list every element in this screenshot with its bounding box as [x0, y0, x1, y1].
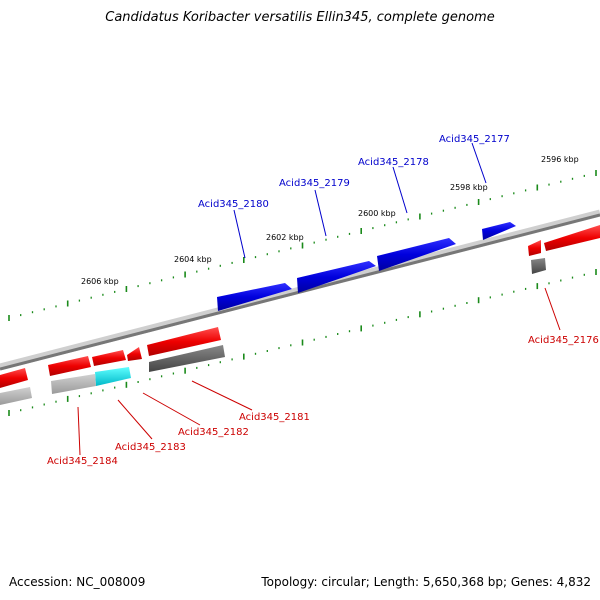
gene-acid345-2176-gray[interactable]	[531, 258, 546, 274]
gene-acid345-2184[interactable]	[48, 356, 96, 394]
gene-label-acid345-2179[interactable]: Acid345_2179	[279, 178, 350, 189]
gene-acid345-2179[interactable]	[297, 261, 376, 293]
gene-label-acid345-2180[interactable]: Acid345_2180	[198, 199, 269, 210]
outer-tick-row	[8, 170, 597, 321]
position-label: 2596 kbp	[541, 155, 579, 164]
position-label: 2602 kbp	[266, 233, 304, 242]
position-label: 2600 kbp	[358, 209, 396, 218]
map-title: Candidatus Koribacter versatilis Ellin34…	[105, 10, 495, 25]
gene-label-acid345-2183[interactable]: Acid345_2183	[115, 442, 186, 453]
gene-label-acid345-2177[interactable]: Acid345_2177	[439, 134, 510, 145]
genome-summary-text: Topology: circular; Length: 5,650,368 bp…	[261, 575, 591, 589]
gene-acid345-2177[interactable]	[482, 222, 516, 240]
gene-acid345-2176[interactable]	[528, 225, 600, 256]
gene-acid345-2180[interactable]	[217, 283, 292, 311]
position-label: 2598 kbp	[450, 183, 488, 192]
gene-acid345-2178[interactable]	[377, 238, 456, 271]
accession-text: Accession: NC_008009	[9, 575, 146, 589]
gene-acid345-2183[interactable]	[92, 350, 131, 386]
position-label: 2606 kbp	[81, 277, 119, 286]
gene-label-acid345-2184[interactable]: Acid345_2184	[47, 456, 118, 467]
gene-acid345-2182[interactable]	[127, 347, 142, 361]
gene-left-edge[interactable]	[0, 368, 32, 405]
inner-tick-row	[8, 269, 597, 416]
gene-acid345-2181[interactable]	[147, 327, 221, 356]
gene-label-acid345-2182[interactable]: Acid345_2182	[178, 427, 249, 438]
gene-label-acid345-2181[interactable]: Acid345_2181	[239, 412, 310, 423]
gene-label-acid345-2178[interactable]: Acid345_2178	[358, 157, 429, 168]
gene-label-leaders	[77, 142, 561, 456]
gene-label-acid345-2176[interactable]: Acid345_2176	[528, 335, 599, 346]
gene-acid345-2181-gray[interactable]	[149, 345, 225, 372]
position-label: 2604 kbp	[174, 255, 212, 264]
